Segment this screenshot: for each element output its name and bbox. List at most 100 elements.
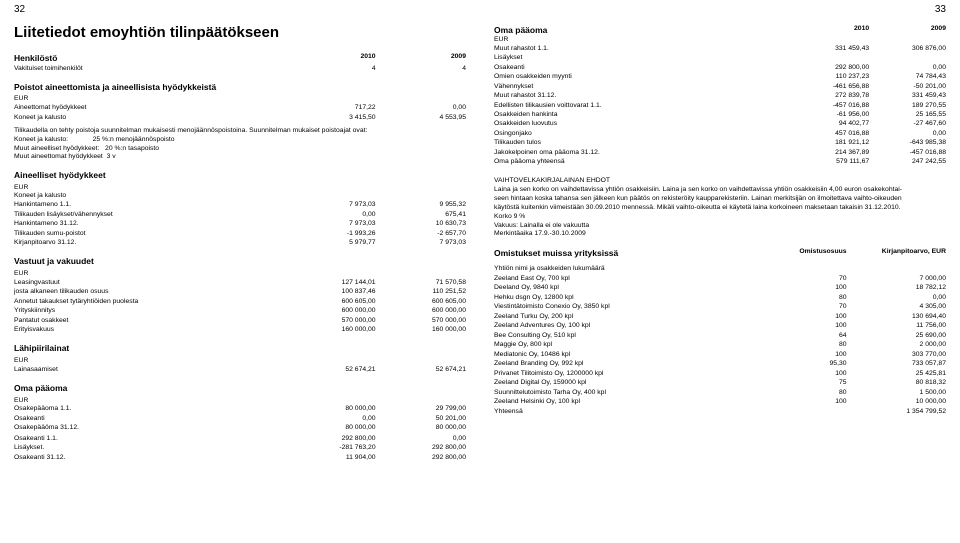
row-label: Leasingvastuut [14, 278, 285, 287]
row-v2: 7 973,03 [376, 239, 466, 248]
row-label: Privanet Tilitoimisto Oy, 1200000 kpl [494, 369, 747, 378]
table-row: Bee Consulting Oy, 510 kpl6425 690,00 [494, 331, 946, 340]
sub-label: Koneet ja kalusto [14, 192, 466, 200]
row-v2: 292 800,00 [376, 444, 466, 453]
omistukset-h1: Omistusosuus [747, 247, 846, 259]
row-label: Vähennykset [494, 82, 792, 91]
omapaaoma-title-left: Oma pääoma [14, 383, 466, 394]
row-v1: 80 000,00 [285, 424, 375, 433]
row-label: Omien osakkeiden myynti [494, 73, 792, 82]
page-number-left: 32 [14, 4, 25, 17]
row-v1: -281 763,20 [285, 444, 375, 453]
table-row: Koneet ja kalusto3 415,504 553,95 [14, 113, 466, 122]
row-label: Mediatonic Oy, 10486 kpl [494, 350, 747, 359]
row-v1: 100 [747, 398, 846, 407]
row-v1: 52 674,21 [285, 365, 375, 374]
row-v1: 110 237,23 [792, 73, 869, 82]
row-label: Zeeland Adventures Oy, 100 kpl [494, 322, 747, 331]
row-v2: 292 800,00 [376, 453, 466, 462]
row-v1: 94 402,77 [792, 120, 869, 129]
table-row: Osakkeiden hankinta-61 956,0025 165,55 [494, 111, 946, 120]
row-label: Tilikauden lisäykset/vähennykset [14, 210, 285, 219]
lahipiiri-table: Lainasaamiset52 674,2152 674,21 [14, 365, 466, 374]
row-v1: 80 000,00 [285, 405, 375, 414]
table-row: Osakeanti292 800,000,00 [494, 63, 946, 72]
row-v2: 4 [376, 64, 466, 73]
row-v2: 0,00 [869, 129, 946, 138]
table-row: Zeeland Adventures Oy, 100 kpl10011 756,… [494, 322, 946, 331]
row-v2: -27 467,60 [869, 120, 946, 129]
table-row: Edellisten tilikausien voittovarat 1.1.-… [494, 101, 946, 110]
table-row: Vähennykset-461 656,88-50 201,00 [494, 82, 946, 91]
row-v2: -50 201,00 [869, 82, 946, 91]
table-row: Pantatut osakkeet570 000,00570 000,00 [14, 316, 466, 325]
row-v2: 10 000,00 [847, 398, 946, 407]
row-v2: 0,00 [847, 293, 946, 302]
row-label: Aineettomat hyödykkeet [14, 104, 285, 113]
table-row: Tilikauden lisäykset/vähennykset0,00675,… [14, 210, 466, 219]
row-v2: 306 876,00 [869, 44, 946, 53]
row-v1: 272 839,78 [792, 92, 869, 101]
row-v1: 100 [747, 350, 846, 359]
row-v2: 80 000,00 [376, 424, 466, 433]
row-label: Jakokelpoinen oma pääoma 31.12. [494, 148, 792, 157]
row-v2: 4 553,95 [376, 113, 466, 122]
row-v1: 457 016,88 [792, 129, 869, 138]
row-v1: 600 605,00 [285, 297, 375, 306]
row-label: Osakkeiden hankinta [494, 111, 792, 120]
row-v2: 11 756,00 [847, 322, 946, 331]
table-row: Yrityskiinnitys600 000,00600 000,00 [14, 307, 466, 316]
row-label: Lisäykset. [14, 444, 285, 453]
row-v1: 100 [747, 312, 846, 321]
row-v2: 1 500,00 [847, 388, 946, 397]
row-v1: 214 367,89 [792, 148, 869, 157]
row-v1: 331 459,43 [792, 44, 869, 53]
row-label: josta alkaneen tilikauden osuus [14, 288, 285, 297]
row-label: Edellisten tilikausien voittovarat 1.1. [494, 101, 792, 110]
row-v1: 70 [747, 303, 846, 312]
row-label: Yrityskiinnitys [14, 307, 285, 316]
row-v1: 0,00 [285, 414, 375, 423]
table-row: Erityisvakuus160 000,00160 000,00 [14, 326, 466, 335]
row-v2: 2 000,00 [847, 341, 946, 350]
row-v1: 292 800,00 [792, 63, 869, 72]
row-v2 [847, 265, 946, 274]
row-v2: 600 000,00 [376, 307, 466, 316]
row-v1: 579 111,67 [792, 158, 869, 167]
row-v2: 0,00 [376, 104, 466, 113]
year-2010: 2010 [792, 24, 869, 36]
row-v2: 189 270,55 [869, 101, 946, 110]
year-2010: 2010 [285, 53, 375, 65]
row-label: Maggie Oy, 800 kpl [494, 341, 747, 350]
left-page: 32 Liitetiedot emoyhtiön tilinpäätökseen… [0, 0, 480, 543]
row-v2: 10 630,73 [376, 220, 466, 229]
row-label: Zeeland Helsinki Oy, 100 kpl [494, 398, 747, 407]
aineelliset-title: Aineelliset hyödykkeet [14, 170, 466, 181]
row-label: Erityisvakuus [14, 326, 285, 335]
table-row: Lisäykset.-281 763,20292 800,00 [14, 444, 466, 453]
table-row: Omien osakkeiden myynti110 237,2374 784,… [494, 73, 946, 82]
row-v1 [747, 407, 846, 416]
right-page: 33 Oma pääoma 2010 2009 EUR Muut rahasto… [480, 0, 960, 543]
row-v1: 100 [747, 369, 846, 378]
row-v2: 110 251,52 [376, 288, 466, 297]
row-v2: 52 674,21 [376, 365, 466, 374]
lahipiiri-title: Lähipiirilainat [14, 343, 466, 354]
table-row: Lainasaamiset52 674,2152 674,21 [14, 365, 466, 374]
row-v1: 7 973,03 [285, 201, 375, 210]
row-v2: -643 985,38 [869, 139, 946, 148]
table-row: Leasingvastuut127 144,0171 570,58 [14, 278, 466, 287]
row-v1: 75 [747, 379, 846, 388]
row-label: Oma pääoma yhteensä [494, 158, 792, 167]
row-v2: 80 818,32 [847, 379, 946, 388]
table-row: Muut rahastot 31.12.272 839,78331 459,43 [494, 92, 946, 101]
table-row: Aineettomat hyödykkeet717,220,00 [14, 104, 466, 113]
row-v2: 29 799,00 [376, 405, 466, 414]
row-v1 [747, 265, 846, 274]
row-v1: 7 973,03 [285, 220, 375, 229]
table-row: Tilikauden tulos181 921,12-643 985,38 [494, 139, 946, 148]
row-v2: 331 459,43 [869, 92, 946, 101]
vaihto-ehdot: VAIHTOVELKAKIRJALAINAN EHDOT Laina ja se… [494, 177, 946, 239]
row-label: Osakeanti 1.1. [14, 434, 285, 443]
table-row: Osingonjako457 016,880,00 [494, 129, 946, 138]
